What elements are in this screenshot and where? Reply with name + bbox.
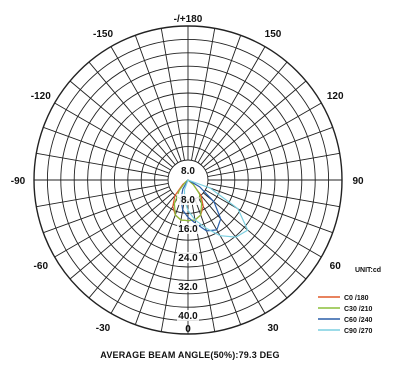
angle-label: 30 bbox=[267, 323, 279, 334]
grid-spoke bbox=[36, 183, 169, 208]
grid-spoke bbox=[88, 61, 176, 165]
radial-label-bg bbox=[177, 281, 199, 292]
grid-spoke bbox=[191, 199, 216, 332]
angle-label: 90 bbox=[352, 176, 364, 187]
grid-spoke bbox=[191, 28, 216, 161]
radial-label: 24.0 bbox=[178, 253, 198, 264]
grid-spoke bbox=[134, 35, 182, 162]
grid-spoke bbox=[160, 199, 185, 332]
legend-entry: C90 /270 bbox=[344, 328, 373, 335]
grid-spoke bbox=[200, 195, 288, 299]
grid-spoke bbox=[54, 102, 171, 171]
radial-label: 40.0 bbox=[178, 311, 198, 322]
angle-label: -/+180 bbox=[174, 14, 203, 25]
grid-spoke bbox=[88, 195, 176, 299]
grid-spoke bbox=[197, 46, 266, 163]
radial-label-bg bbox=[177, 310, 199, 321]
radial-label-bg bbox=[177, 194, 199, 205]
radial-label: 16.0 bbox=[178, 224, 198, 235]
radial-label-bg bbox=[177, 165, 199, 176]
legend-entry: C30 /210 bbox=[344, 306, 373, 313]
radial-label: 32.0 bbox=[178, 282, 198, 293]
grid-spoke bbox=[203, 192, 307, 280]
grid-spoke bbox=[36, 152, 169, 177]
grid-spoke bbox=[207, 152, 340, 177]
angle-label: 0 bbox=[185, 324, 191, 335]
angle-label: -150 bbox=[93, 29, 113, 40]
angle-label: -120 bbox=[31, 91, 51, 102]
grid-spoke bbox=[206, 126, 333, 174]
radial-label-bg bbox=[177, 252, 199, 263]
grid-spoke bbox=[194, 198, 242, 325]
grid-spoke bbox=[205, 102, 322, 171]
angle-label: 120 bbox=[327, 91, 344, 102]
grid-spoke bbox=[207, 183, 340, 208]
grid-spoke bbox=[200, 61, 288, 165]
grid-spoke bbox=[197, 197, 266, 314]
grid-spoke bbox=[134, 198, 182, 325]
grid-spoke bbox=[54, 189, 171, 258]
radial-label: 8.0 bbox=[181, 166, 195, 177]
radial-label: 8.0 bbox=[181, 195, 195, 206]
series-line-1 bbox=[173, 179, 203, 222]
angle-label: -30 bbox=[96, 323, 111, 334]
angle-label: 60 bbox=[330, 261, 342, 272]
grid-spoke bbox=[194, 35, 242, 162]
grid-spoke bbox=[43, 186, 170, 234]
radial-label-bg bbox=[177, 223, 199, 234]
legend-entry: C60 /240 bbox=[344, 317, 373, 324]
caption: AVERAGE BEAM ANGLE(50%):79.3 DEG bbox=[100, 350, 279, 360]
grid-spoke bbox=[205, 189, 322, 258]
angle-label: -60 bbox=[34, 261, 49, 272]
grid-spoke bbox=[43, 126, 170, 174]
grid-spoke bbox=[69, 192, 173, 280]
grid-spoke bbox=[203, 80, 307, 168]
grid-spoke bbox=[110, 46, 179, 163]
grid-spoke bbox=[206, 186, 333, 234]
legend-entry: C0 /180 bbox=[344, 295, 369, 302]
angle-label: 150 bbox=[265, 29, 282, 40]
unit-label: UNIT:cd bbox=[355, 267, 381, 274]
grid-spoke bbox=[69, 80, 173, 168]
grid-spoke bbox=[110, 197, 179, 314]
grid-spoke bbox=[160, 28, 185, 161]
angle-label: -90 bbox=[11, 176, 26, 187]
